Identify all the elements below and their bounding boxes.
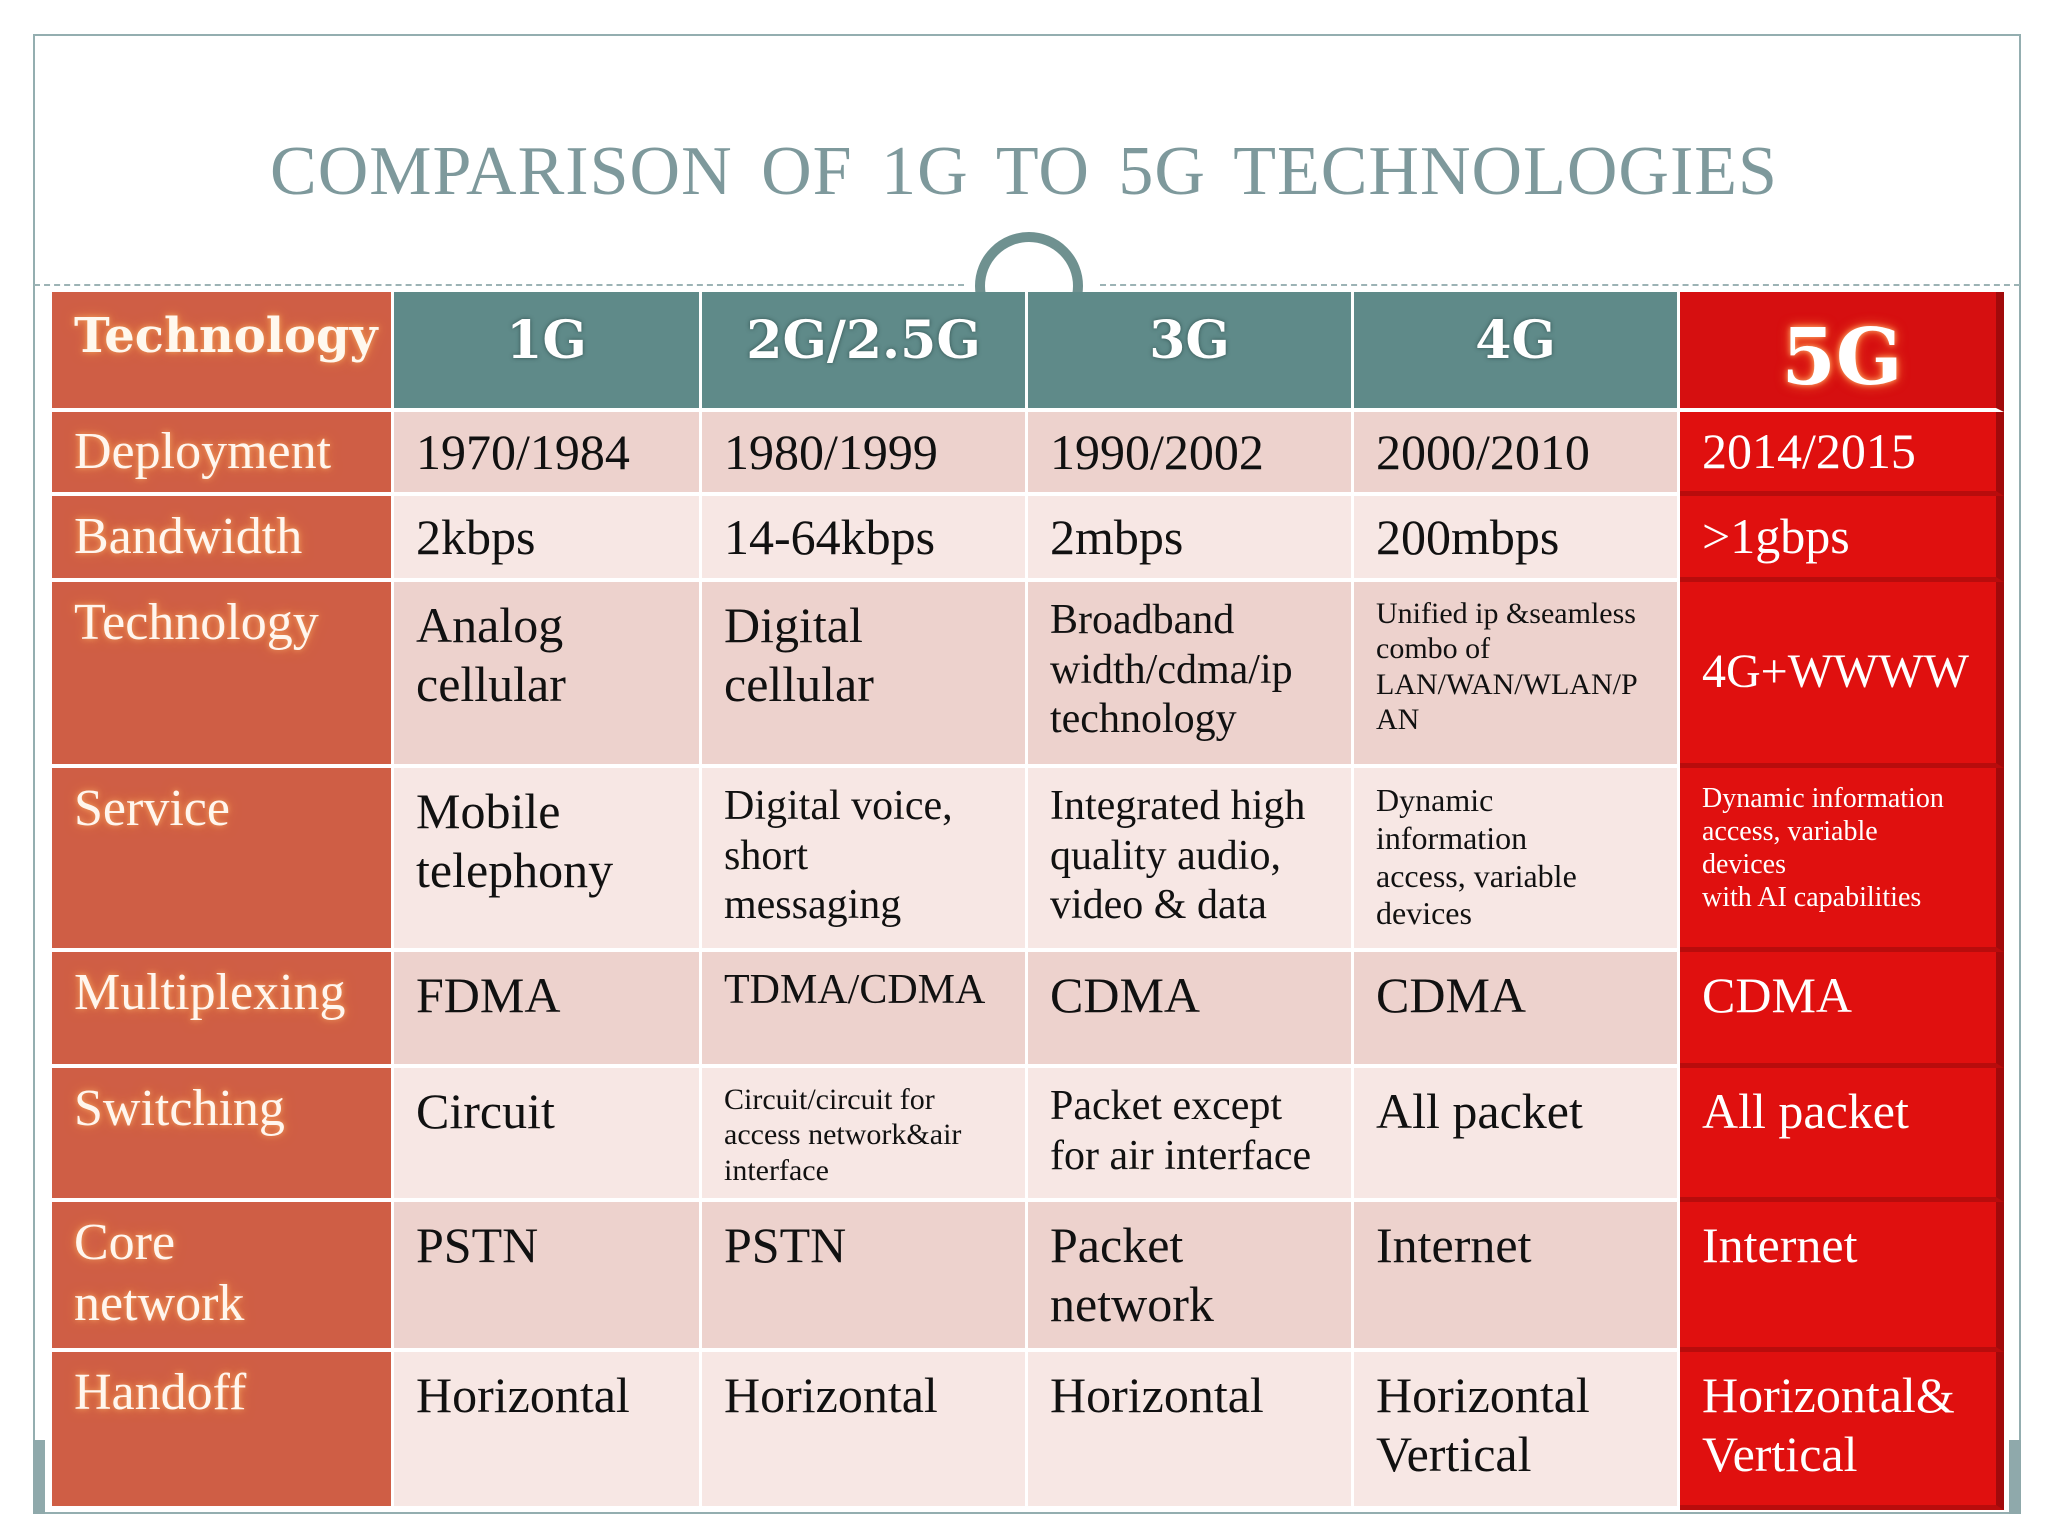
column-header-2g: 2G/2.5G — [702, 292, 1028, 412]
table-cell-5g: 4G+WWWW — [1680, 582, 2004, 768]
table-cell: Packet except for air interface — [1028, 1068, 1354, 1202]
table-cell: Analog cellular — [394, 582, 702, 768]
row-header-bandwidth: Bandwidth — [52, 496, 394, 582]
comparison-table: Technology 1G 2G/2.5G 3G 4G 5G Deploymen… — [52, 292, 2004, 1510]
row-header-deployment: Deployment — [52, 412, 394, 496]
table-cell: 1990/2002 — [1028, 412, 1354, 496]
table-cell: Internet — [1354, 1202, 1680, 1352]
table-cell: Broadband width/cdma/ip technology — [1028, 582, 1354, 768]
column-header-4g: 4G — [1354, 292, 1680, 412]
divider-right — [1100, 284, 2020, 286]
table-cell: Digital voice, short messaging — [702, 768, 1028, 952]
table-cell: All packet — [1354, 1068, 1680, 1202]
table-cell: PSTN — [702, 1202, 1028, 1352]
row-header-technology: Technology — [52, 582, 394, 768]
row-header-multiplexing: Multiplexing — [52, 952, 394, 1068]
table-cell: TDMA/CDMA — [702, 952, 1028, 1068]
table-cell: 2000/2010 — [1354, 412, 1680, 496]
table-cell-5g: Horizontal& Vertical — [1680, 1352, 2004, 1510]
column-header-5g: 5G — [1680, 292, 2004, 412]
slide-title: COMPARISON OF 1G TO 5G TECHNOLOGIES — [270, 133, 1778, 210]
table-cell-5g: All packet — [1680, 1068, 2004, 1202]
table-cell: Horizontal — [1028, 1352, 1354, 1510]
table-cell-5g: CDMA — [1680, 952, 2004, 1068]
table-cell: Horizontal — [702, 1352, 1028, 1510]
table-cell: Packet network — [1028, 1202, 1354, 1352]
table-cell-5g: >1gbps — [1680, 496, 2004, 582]
table-cell: CDMA — [1354, 952, 1680, 1068]
table-cell-5g: 2014/2015 — [1680, 412, 2004, 496]
divider-left — [34, 284, 964, 286]
column-header-1g: 1G — [394, 292, 702, 412]
table-cell: Mobile telephony — [394, 768, 702, 952]
table-cell: 1970/1984 — [394, 412, 702, 496]
table-cell: FDMA — [394, 952, 702, 1068]
table-cell: Dynamic information access, variable dev… — [1354, 768, 1680, 952]
table-cell: 14-64kbps — [702, 496, 1028, 582]
slide-frame — [33, 34, 2021, 1514]
column-header-3g: 3G — [1028, 292, 1354, 412]
table-cell: Integrated high quality audio, video & d… — [1028, 768, 1354, 952]
row-header-switching: Switching — [52, 1068, 394, 1202]
table-cell: Horizontal — [394, 1352, 702, 1510]
table-cell: CDMA — [1028, 952, 1354, 1068]
frame-accent-left — [33, 1440, 45, 1514]
corner-header: Technology — [52, 292, 394, 412]
table-cell: 200mbps — [1354, 496, 1680, 582]
table-cell: Circuit/circuit for access network&air i… — [702, 1068, 1028, 1202]
frame-accent-right — [2009, 1440, 2021, 1514]
table-cell-5g: Dynamic information access, variable dev… — [1680, 768, 2004, 952]
table-cell-5g: Internet — [1680, 1202, 2004, 1352]
table-cell: 1980/1999 — [702, 412, 1028, 496]
table-cell: Horizontal Vertical — [1354, 1352, 1680, 1510]
table-cell: 2kbps — [394, 496, 702, 582]
table-cell: Unified ip &seamless combo of LAN/WAN/WL… — [1354, 582, 1680, 768]
table-cell: Digital cellular — [702, 582, 1028, 768]
row-header-service: Service — [52, 768, 394, 952]
row-header-handoff: Handoff — [52, 1352, 394, 1510]
row-header-core-network: Core network — [52, 1202, 394, 1352]
table-cell: Circuit — [394, 1068, 702, 1202]
table-cell: PSTN — [394, 1202, 702, 1352]
table-cell: 2mbps — [1028, 496, 1354, 582]
